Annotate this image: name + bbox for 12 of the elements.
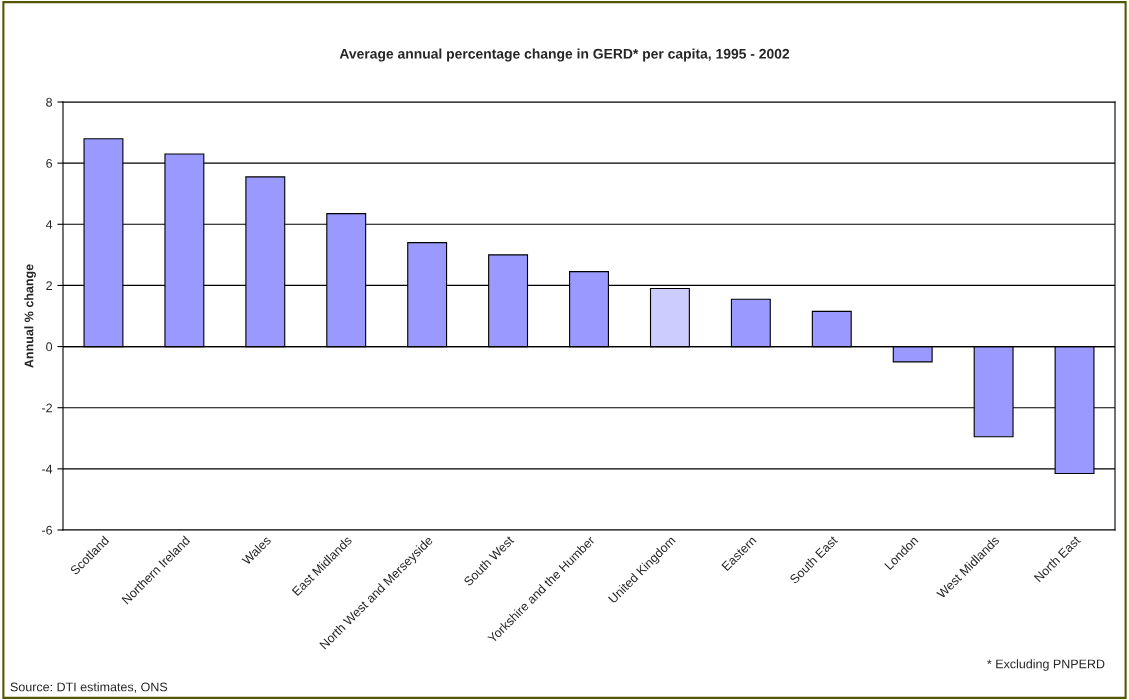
source-note: Source: DTI estimates, ONS bbox=[10, 682, 168, 693]
y-tick-label: -4 bbox=[42, 464, 53, 474]
chart-title: Average annual percentage change in GERD* per capita, 1995 - 2002 bbox=[339, 48, 790, 62]
y-tick-label: 2 bbox=[46, 281, 52, 290]
text: * Excluding PNPERD bbox=[987, 659, 1105, 671]
y-tick-label: 8 bbox=[46, 97, 53, 107]
y-tick-label: -2 bbox=[42, 403, 52, 413]
y-tick-label: -6 bbox=[42, 525, 53, 535]
y-tick-label: 4 bbox=[45, 220, 53, 229]
y-tick-label: 6 bbox=[46, 158, 53, 168]
y-tick-label: 0 bbox=[46, 342, 53, 352]
y-axis-title: Annual % change bbox=[24, 264, 36, 368]
